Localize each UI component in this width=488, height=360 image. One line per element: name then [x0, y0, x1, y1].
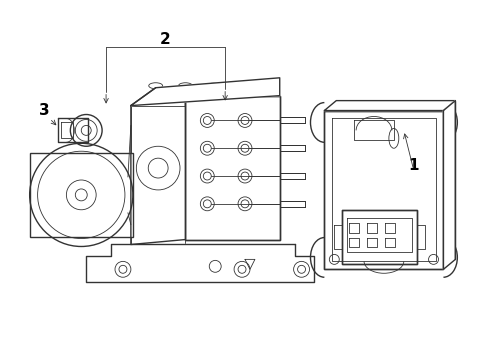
Text: 3: 3: [39, 103, 50, 118]
Polygon shape: [443, 100, 454, 269]
Bar: [185, 96, 279, 239]
Bar: [324, 111, 443, 269]
Bar: [30, 153, 133, 237]
Polygon shape: [324, 100, 454, 111]
Polygon shape: [131, 78, 279, 105]
Text: 2: 2: [160, 32, 171, 46]
Bar: [342, 210, 416, 264]
Bar: [131, 105, 185, 244]
Polygon shape: [86, 244, 314, 282]
Text: 1: 1: [407, 158, 418, 172]
